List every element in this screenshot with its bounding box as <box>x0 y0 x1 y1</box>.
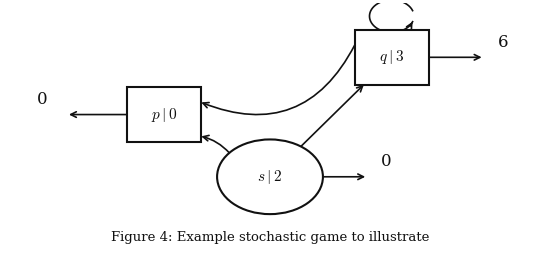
Text: 0: 0 <box>381 153 391 170</box>
FancyBboxPatch shape <box>355 30 429 85</box>
Ellipse shape <box>217 139 323 214</box>
Text: 0: 0 <box>37 91 48 108</box>
Text: $q \mid 3$: $q \mid 3$ <box>379 48 404 66</box>
FancyBboxPatch shape <box>127 87 201 142</box>
Text: $s \mid 2$: $s \mid 2$ <box>257 168 283 186</box>
Text: Figure 4: Example stochastic game to illustrate: Figure 4: Example stochastic game to ill… <box>111 231 429 244</box>
Text: 6: 6 <box>497 34 508 51</box>
Text: $p \mid 0$: $p \mid 0$ <box>151 106 178 123</box>
